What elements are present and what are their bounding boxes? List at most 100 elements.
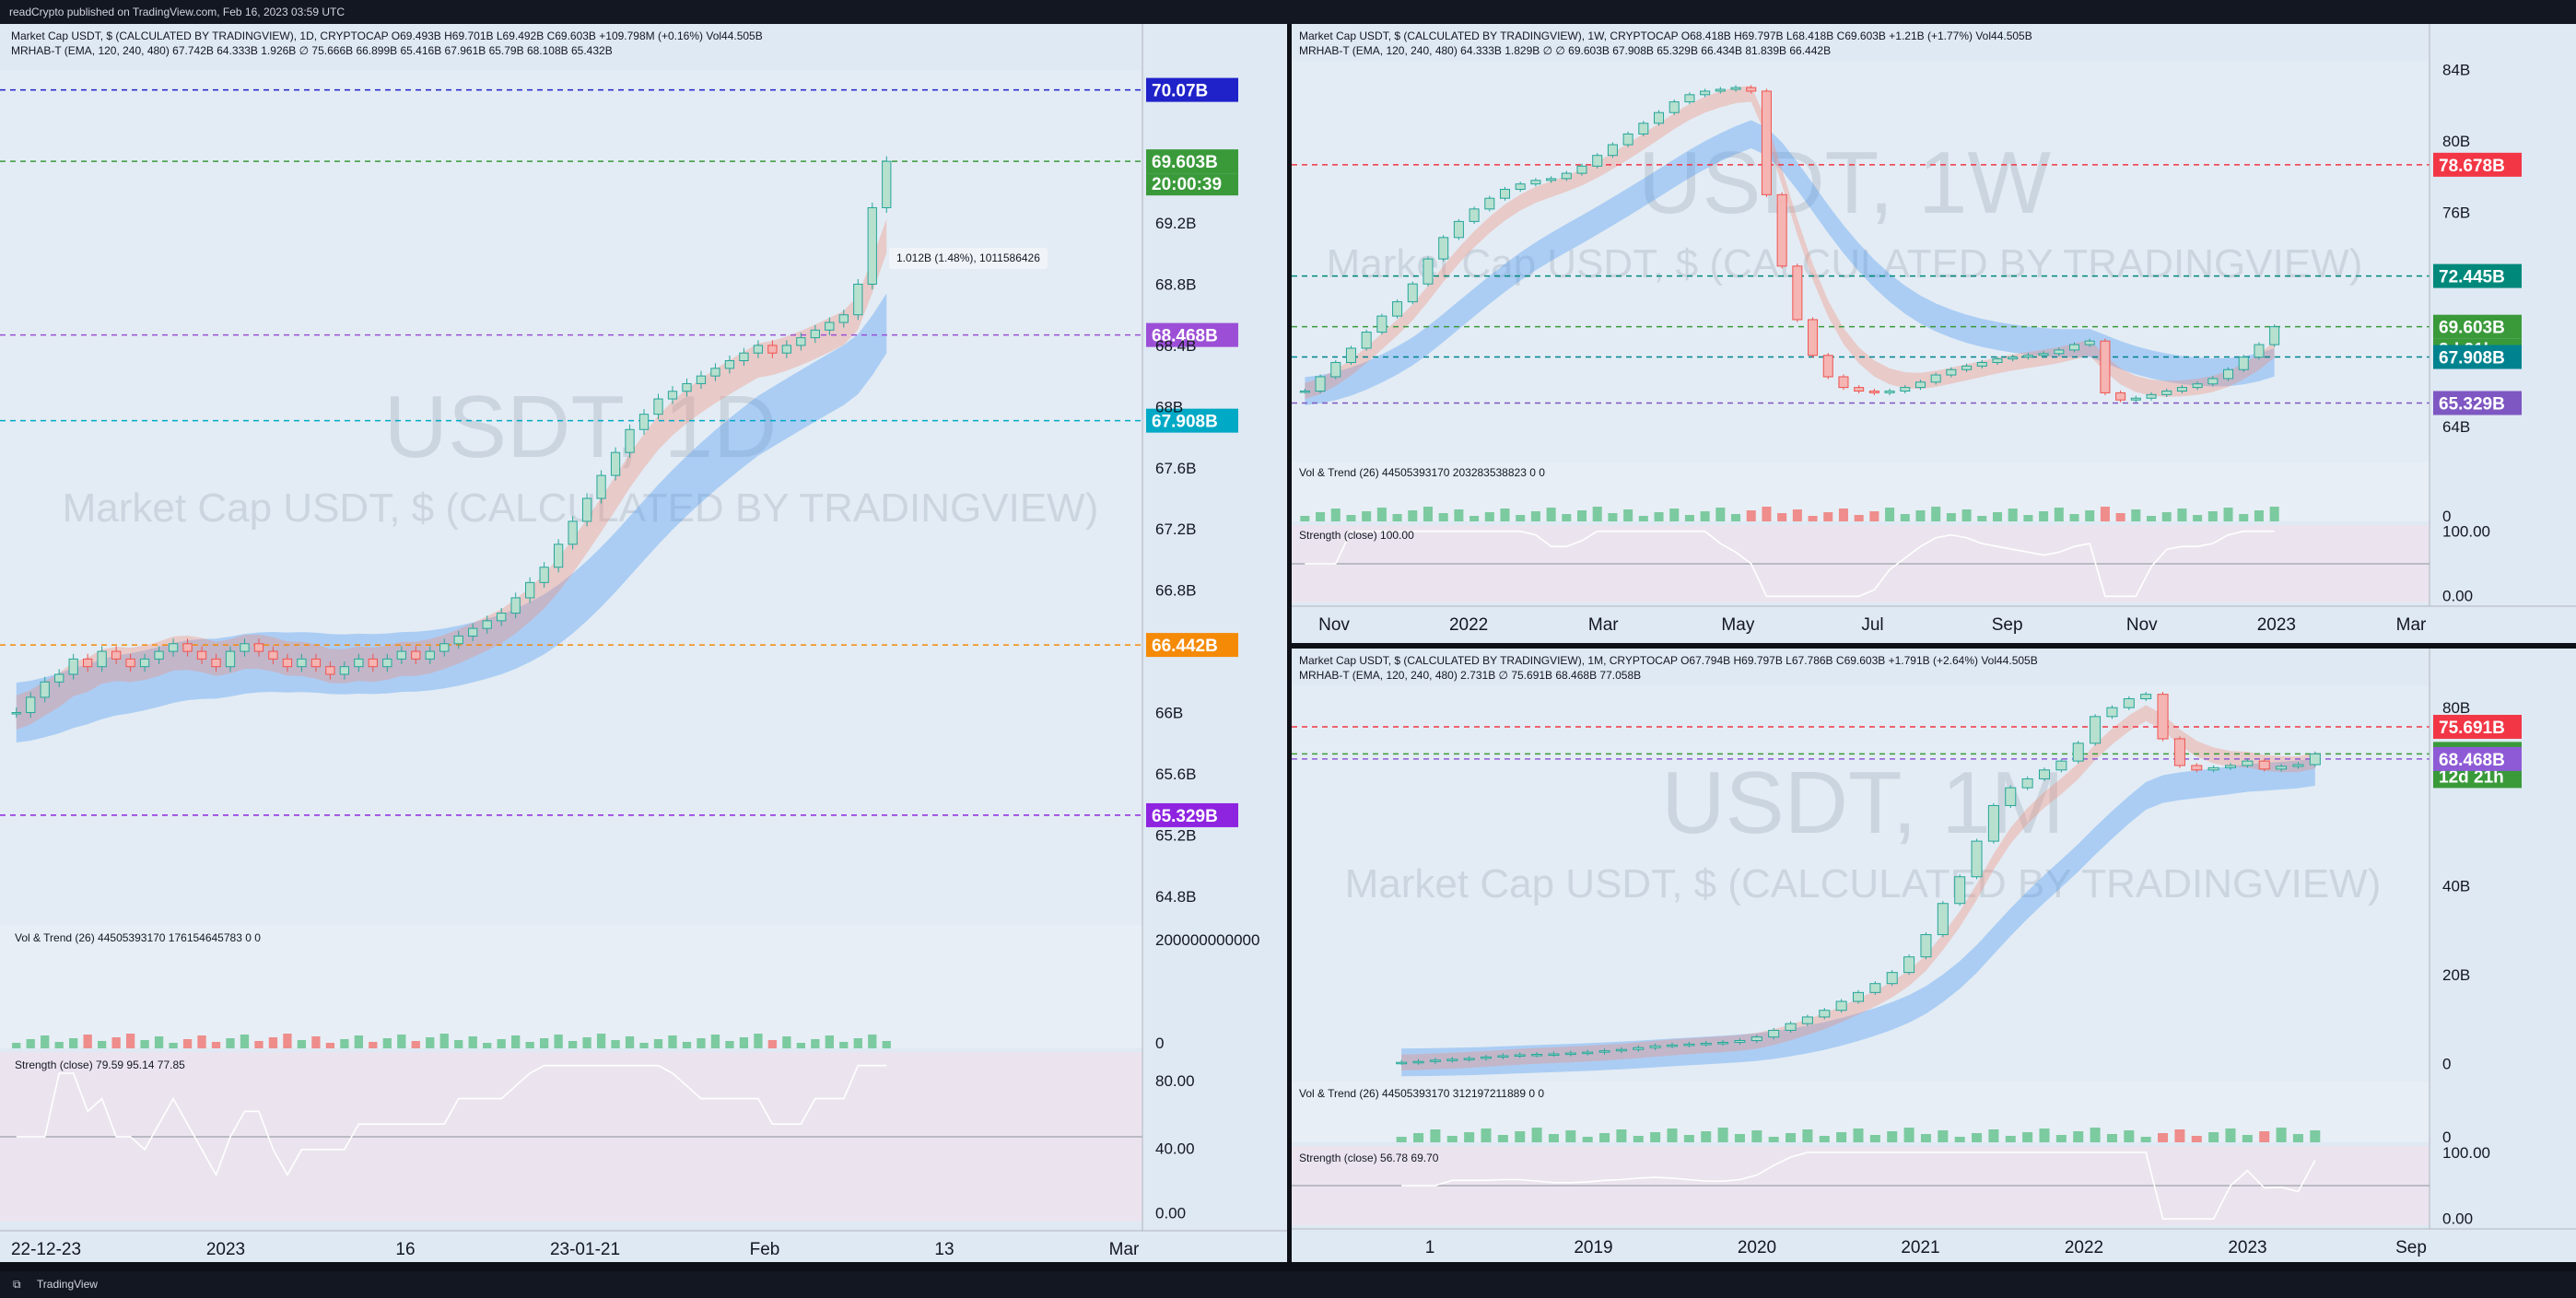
volume-bar: [1938, 1130, 1949, 1142]
volume-bar: [2254, 510, 2264, 521]
volume-bar: [2100, 507, 2110, 521]
volume-bar: [354, 1035, 363, 1048]
strength-axis-tick-1: 0.00: [2442, 1210, 2473, 1227]
chart-pane-1m[interactable]: USDT, 1M Market Cap USDT, $ (CALCULATED B…: [1292, 649, 2576, 1262]
candle-body: [739, 352, 749, 362]
level-badge-label-4: 66.442B: [1152, 637, 1218, 656]
candle-body: [1946, 368, 1957, 376]
candle-body: [596, 474, 606, 499]
candle-body: [2192, 383, 2203, 389]
candle-body: [1868, 390, 1879, 393]
ema-ribbon-slow: [1401, 757, 2315, 1077]
tradingview-logo-icon: ⧉: [13, 1278, 24, 1291]
candle-body: [2191, 765, 2203, 771]
candle-body: [2176, 387, 2187, 392]
vol-trend-legend-1w: Vol & Trend (26) 44505393170 20328353882…: [1299, 466, 1545, 479]
volume-bar: [839, 1042, 849, 1048]
candle-body: [310, 658, 322, 668]
candle-body: [2258, 760, 2270, 770]
candle-body: [682, 382, 692, 392]
level-badge-1: [2433, 263, 2522, 288]
volume-bar: [1497, 1135, 1508, 1142]
volume-bar: [211, 1042, 221, 1048]
level-badge-4: [1146, 633, 1238, 658]
volume-bar: [1819, 1136, 1830, 1142]
price-tick-3: 0: [2442, 1056, 2451, 1073]
volume-bar: [1838, 509, 1848, 521]
strength-line: [1305, 530, 2275, 598]
measure-label: 1.012B (1.48%), 1011586426: [889, 248, 1048, 269]
chart-pane-1w[interactable]: USDT, 1W Market Cap USDT, $ (CALCULATED B…: [1292, 24, 2576, 643]
volume-bar: [825, 1035, 834, 1048]
candle-body: [1531, 1054, 1543, 1057]
volume-bar: [2054, 508, 2064, 521]
volume-bar: [1464, 1132, 1475, 1142]
candle-body: [497, 613, 507, 622]
legend-indicator-1m: MRHAB-T (EMA, 120, 240, 480) 2.731B ∅ 75…: [1299, 669, 1642, 682]
candle-body: [2084, 340, 2095, 345]
candle-body: [2022, 355, 2033, 358]
candle-body: [1361, 332, 1372, 349]
volume-bar: [554, 1035, 563, 1048]
time-tick-6: Nov: [2126, 615, 2158, 635]
candle-body: [1801, 1016, 1813, 1024]
level-badge-3: [1146, 408, 1238, 433]
candle-body: [1480, 1056, 1493, 1059]
chart-1w-svg[interactable]: USDT, 1W Market Cap USDT, $ (CALCULATED B…: [1292, 24, 2576, 643]
candle-body: [1407, 283, 1418, 303]
candle-body: [2038, 769, 2051, 779]
volume-bar: [1576, 510, 1587, 521]
candle-body: [2021, 778, 2033, 789]
level-badge-label-5: 65.329B: [1152, 807, 1218, 826]
volume-bar: [1423, 507, 1433, 521]
volume-bar: [2131, 509, 2141, 521]
volume-bar: [1633, 1136, 1644, 1142]
volume-bar: [1900, 514, 1910, 521]
volume-bar: [2259, 1131, 2270, 1142]
volume-bar: [1836, 1132, 1847, 1142]
chart-1d-svg[interactable]: USDT, 1D Market Cap USDT, $ (CALCULATED B…: [0, 24, 1287, 1262]
candle-body: [339, 666, 350, 675]
level-badge-0: [2433, 714, 2522, 739]
chart-pane-1d[interactable]: USDT, 1D Market Cap USDT, $ (CALCULATED B…: [0, 24, 1287, 1262]
volume-bar: [1413, 1133, 1424, 1142]
countdown-label-1: 12d 21h: [2439, 767, 2504, 787]
level-badge-2: [1146, 322, 1238, 347]
volume-bar: [125, 1034, 135, 1048]
candle-body: [1954, 876, 1966, 905]
volume-bar: [868, 1035, 877, 1048]
candle-body: [1299, 390, 1310, 393]
candle-body: [1315, 376, 1326, 392]
volume-bar: [1669, 509, 1680, 521]
volume-bar: [1300, 516, 1310, 521]
volume-bar: [182, 1039, 193, 1048]
time-tick-0: Nov: [1318, 615, 1350, 635]
volume-bar: [1700, 511, 1710, 521]
price-tick-0: 84B: [2442, 62, 2470, 79]
price-tick-5: 67.2B: [1155, 520, 1196, 538]
candle-body: [253, 643, 264, 652]
volume-bar: [1515, 1131, 1526, 1142]
candle-body: [1396, 1061, 1408, 1065]
candle-body: [1819, 1010, 1831, 1018]
volume-bar: [240, 1035, 250, 1048]
time-tick-0: 1: [1425, 1238, 1435, 1257]
chart-1m-svg[interactable]: USDT, 1M Market Cap USDT, $ (CALCULATED B…: [1292, 649, 2576, 1262]
volume-bar: [1599, 1133, 1610, 1142]
volume-bar: [811, 1039, 820, 1048]
candle-body: [1561, 172, 1572, 180]
volume-bar: [767, 1040, 778, 1048]
candle-body: [2224, 765, 2237, 768]
candle-body: [1684, 94, 1695, 103]
candle-body: [553, 544, 564, 568]
candle-body: [139, 658, 150, 668]
volume-bar: [41, 1035, 50, 1048]
candle-body: [1669, 101, 1680, 113]
candle-body: [282, 658, 293, 668]
level-badge-0: [1146, 77, 1238, 102]
candle-body: [1546, 178, 1557, 181]
volume-bar: [69, 1038, 78, 1048]
candle-body: [2140, 694, 2152, 699]
volume-bar: [1396, 1137, 1407, 1142]
volume-bar: [1961, 509, 1972, 521]
